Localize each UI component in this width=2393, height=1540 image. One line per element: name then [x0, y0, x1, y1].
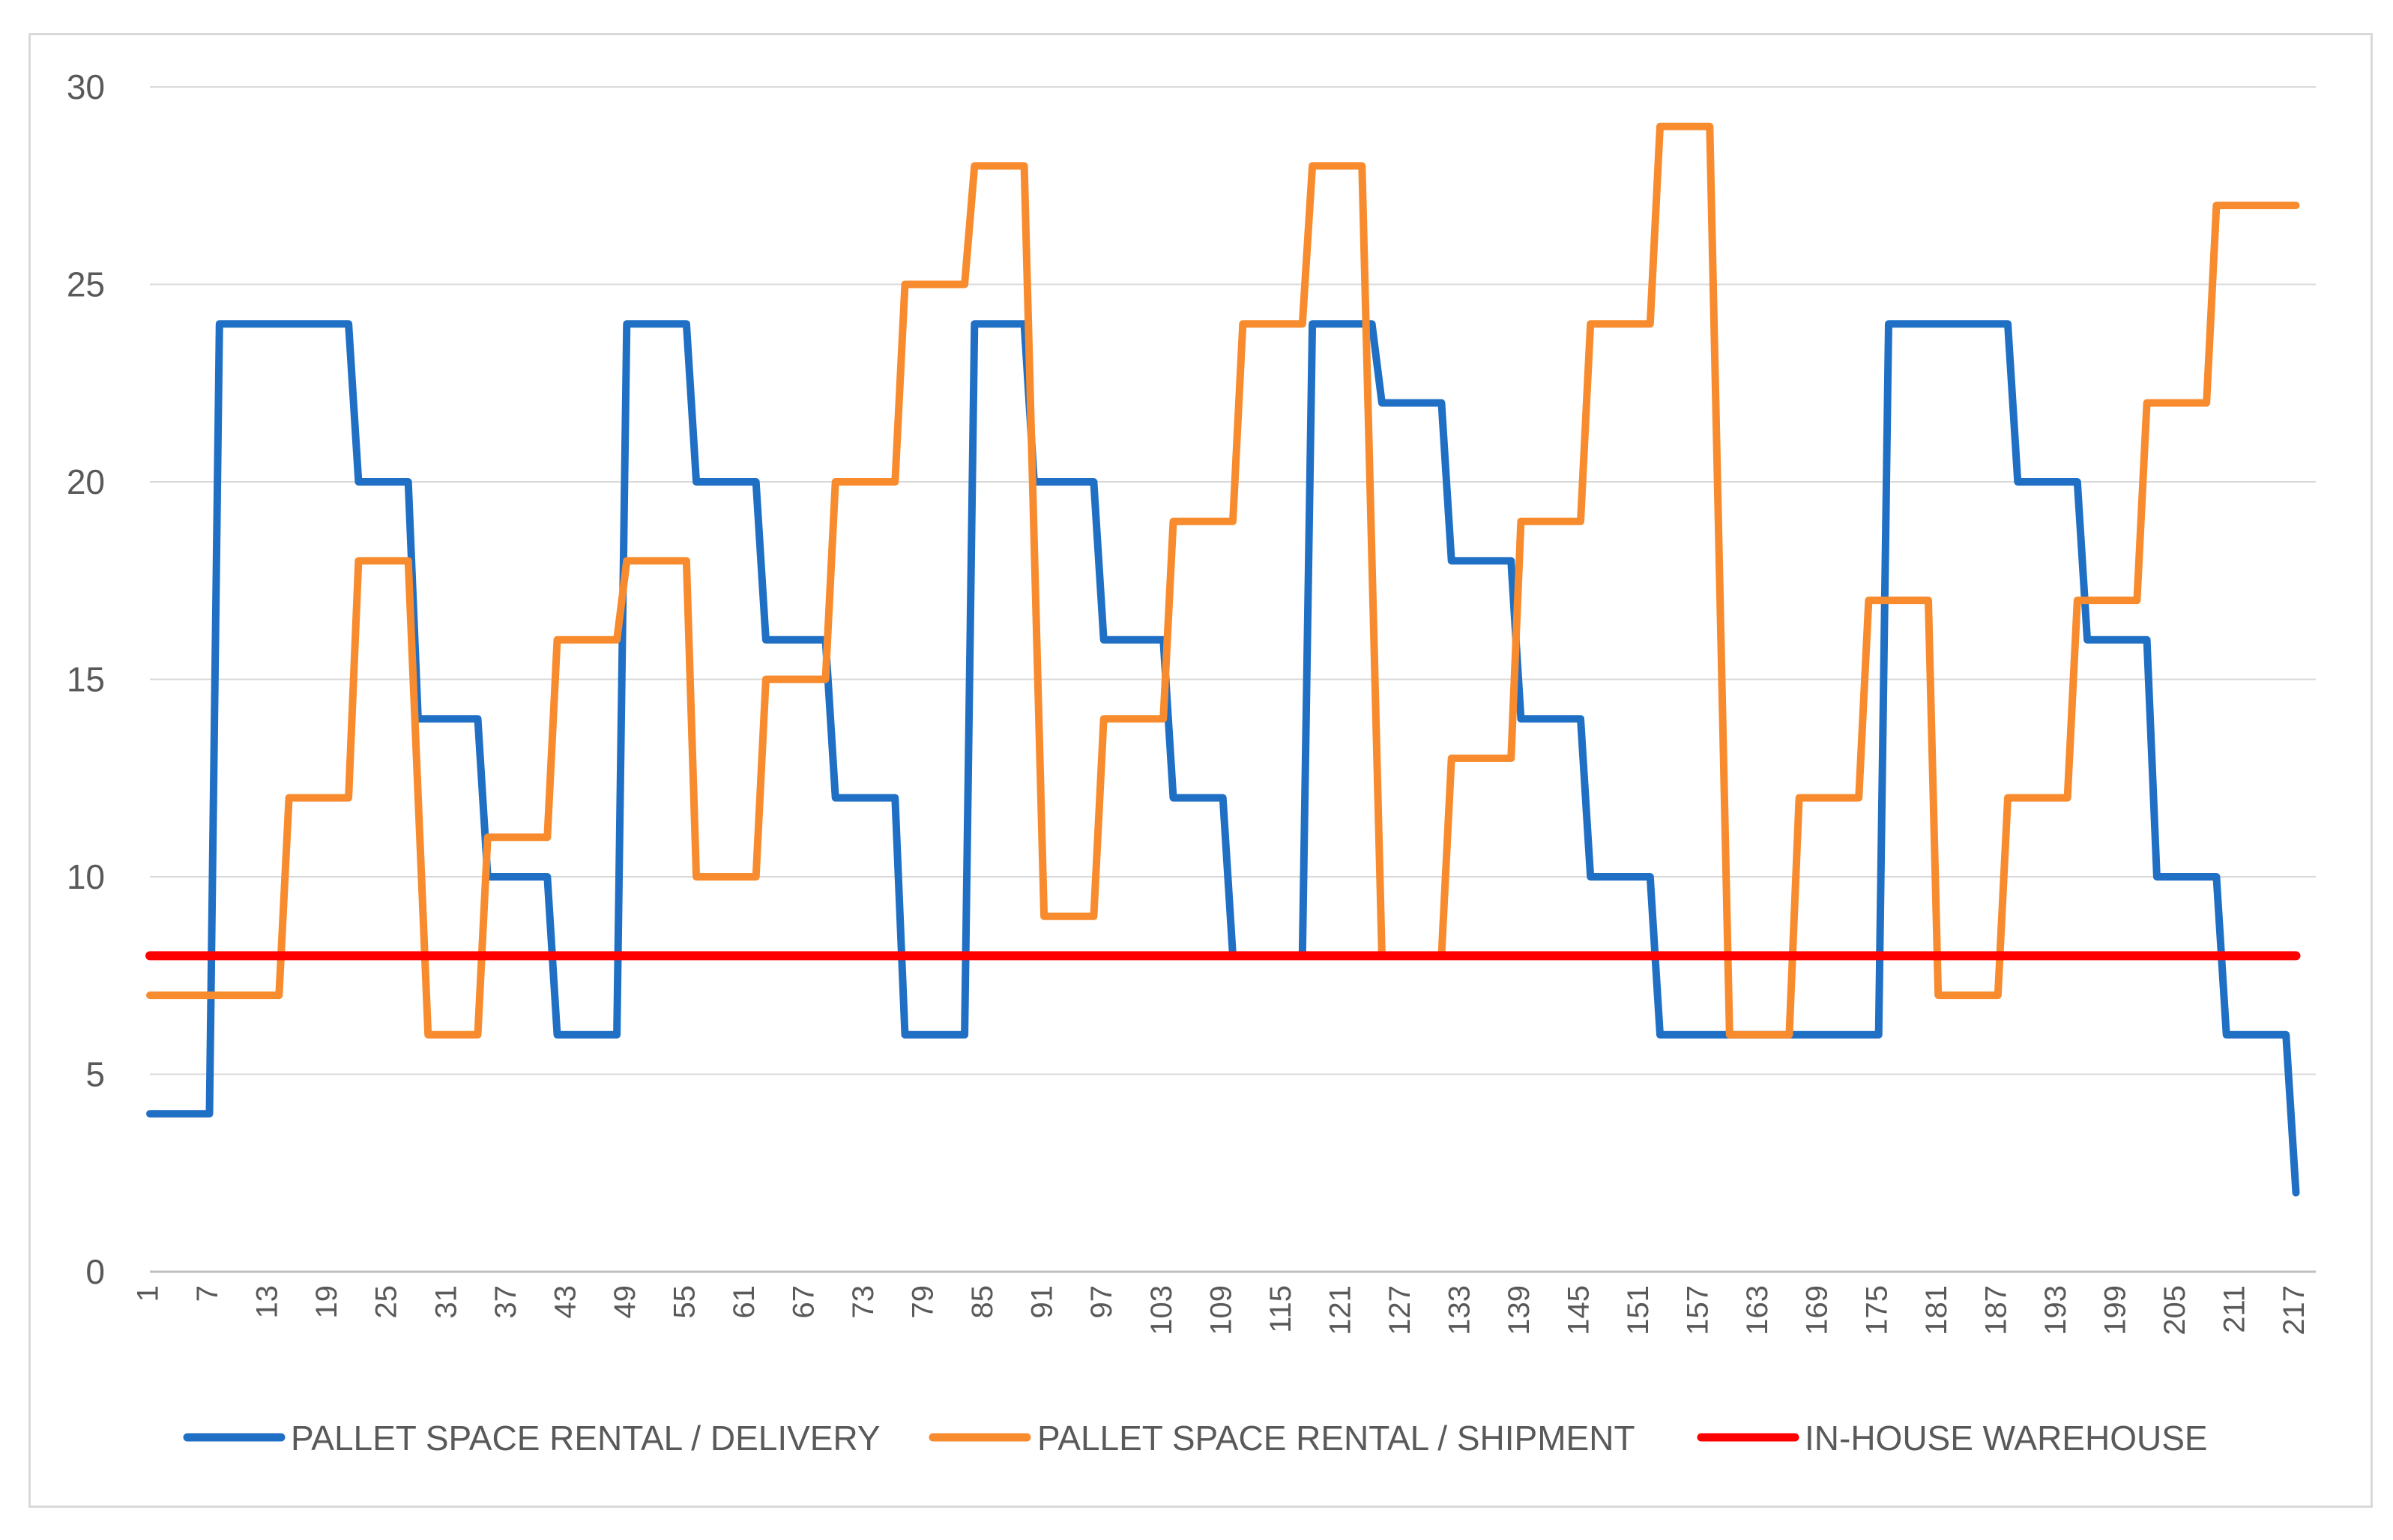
x-tick-label: 127 — [1383, 1285, 1416, 1335]
x-tick-label: 49 — [609, 1285, 642, 1319]
x-tick-label: 187 — [1979, 1285, 2012, 1335]
x-tick-label: 103 — [1145, 1285, 1178, 1335]
series-lines — [145, 122, 2301, 1197]
x-tick-label: 19 — [310, 1285, 343, 1319]
legend-label-delivery: PALLET SPACE RENTAL / DELIVERY — [291, 1419, 881, 1458]
x-tick-label: 157 — [1682, 1285, 1715, 1335]
x-tick-label: 67 — [788, 1285, 821, 1319]
x-tick-label: 199 — [2098, 1285, 2131, 1335]
y-tick-label: 30 — [67, 67, 105, 106]
y-tick-label: 20 — [67, 462, 105, 501]
legend: PALLET SPACE RENTAL / DELIVERY PALLET SP… — [183, 1419, 2208, 1458]
x-tick-label: 151 — [1622, 1285, 1655, 1335]
x-tick-label: 61 — [728, 1285, 761, 1319]
x-tick-label: 145 — [1563, 1285, 1596, 1335]
x-tick-label: 79 — [907, 1285, 940, 1319]
x-tick-label: 73 — [847, 1285, 880, 1319]
x-tick-label: 37 — [489, 1285, 522, 1319]
x-tick-label: 55 — [668, 1285, 701, 1319]
legend-label-in-house: IN-HOUSE WAREHOUSE — [1805, 1419, 2208, 1458]
y-tick-label: 5 — [85, 1055, 105, 1094]
x-tick-label: 31 — [429, 1285, 462, 1319]
gridlines — [150, 86, 2316, 1273]
x-tick-label: 217 — [2278, 1285, 2311, 1335]
x-tick-label: 121 — [1324, 1285, 1357, 1335]
x-tick-label: 7 — [191, 1285, 224, 1302]
x-tick-label: 115 — [1264, 1285, 1297, 1333]
x-tick-label: 25 — [370, 1285, 403, 1319]
x-tick-label: 133 — [1443, 1285, 1476, 1335]
y-tick-label: 0 — [85, 1252, 105, 1291]
legend-label-shipment: PALLET SPACE RENTAL / SHIPMENT — [1037, 1419, 1635, 1458]
x-tick-label: 139 — [1503, 1285, 1536, 1335]
y-tick-label: 15 — [67, 660, 105, 699]
x-tick-label: 13 — [251, 1285, 284, 1319]
x-tick-label: 169 — [1801, 1285, 1834, 1335]
x-tick-label: 163 — [1741, 1285, 1774, 1335]
series-line-delivery — [146, 320, 2300, 1197]
y-tick-label: 10 — [67, 857, 105, 896]
y-axis-ticks: 0 5 10 15 20 25 30 — [67, 67, 105, 1291]
x-tick-label: 1 — [132, 1285, 165, 1302]
x-tick-label: 205 — [2158, 1285, 2191, 1335]
x-tick-label: 85 — [966, 1285, 999, 1319]
x-tick-label: 109 — [1204, 1285, 1237, 1335]
x-tick-label: 91 — [1026, 1285, 1059, 1319]
x-tick-label: 211 — [2218, 1285, 2251, 1333]
x-tick-label: 97 — [1085, 1285, 1118, 1319]
y-tick-label: 25 — [67, 265, 105, 304]
x-tick-label: 175 — [1860, 1285, 1893, 1335]
x-tick-label: 193 — [2039, 1285, 2072, 1335]
x-axis-ticks: 1 7 13 19 25 31 37 43 49 55 61 67 73 79 85 91 97 103 109 11… — [132, 1285, 2311, 1335]
x-tick-label: 43 — [549, 1285, 582, 1319]
x-tick-label: 181 — [1920, 1285, 1953, 1335]
series-line-shipment — [146, 122, 2300, 1039]
